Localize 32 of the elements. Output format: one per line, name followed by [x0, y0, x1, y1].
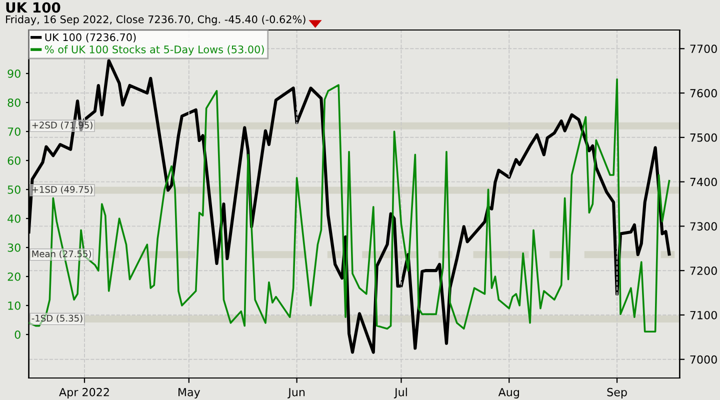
legend-label: % of UK 100 Stocks at 5-Day Lows (53.00)	[45, 45, 264, 56]
y-tick-label: 0	[14, 330, 20, 339]
y-tick-label: 80	[8, 98, 20, 107]
ref-line-label: +2SD (71.95)	[32, 121, 92, 130]
chart-title: UK 100	[6, 2, 60, 13]
y-tick-label: 50	[8, 185, 20, 194]
y2-tick-label: 7500	[690, 133, 717, 142]
y2-tick-label: 7700	[690, 44, 717, 54]
y2-tick-label: 7000	[690, 355, 717, 364]
y2-tick-label: 7300	[690, 222, 717, 231]
x-tick-label: Jul	[394, 388, 407, 398]
y2-tick-label: 7100	[690, 310, 717, 320]
y-tick-label: 20	[8, 272, 20, 281]
x-tick-label: Sep	[607, 388, 627, 398]
ref-line-label: Mean (27.55)	[32, 250, 91, 258]
y-tick-label: 30	[8, 243, 20, 252]
x-tick-label: Apr 2022	[59, 388, 109, 398]
y2-tick-label: 7600	[690, 89, 717, 98]
legend-label: UK 100 (7236.70)	[45, 33, 136, 42]
x-tick-label: May	[178, 388, 200, 398]
y-tick-label: 40	[8, 214, 20, 223]
y-tick-label: 90	[8, 69, 20, 78]
y-tick-label: 10	[8, 301, 20, 310]
y-tick-label: 60	[8, 156, 20, 165]
x-tick-label: Jun	[288, 388, 305, 398]
y-tick-label: 70	[8, 127, 20, 136]
ref-line-label: -1SD (5.35)	[32, 314, 82, 323]
y2-tick-label: 7400	[690, 178, 717, 186]
chart-subtitle: Friday, 16 Sep 2022, Close 7236.70, Chg. -45.40 (-0.62%)	[6, 15, 306, 26]
y2-tick-label: 7200	[690, 266, 717, 275]
ref-line-label: +1SD (49.75)	[32, 186, 92, 194]
x-tick-label: Aug	[498, 388, 519, 398]
